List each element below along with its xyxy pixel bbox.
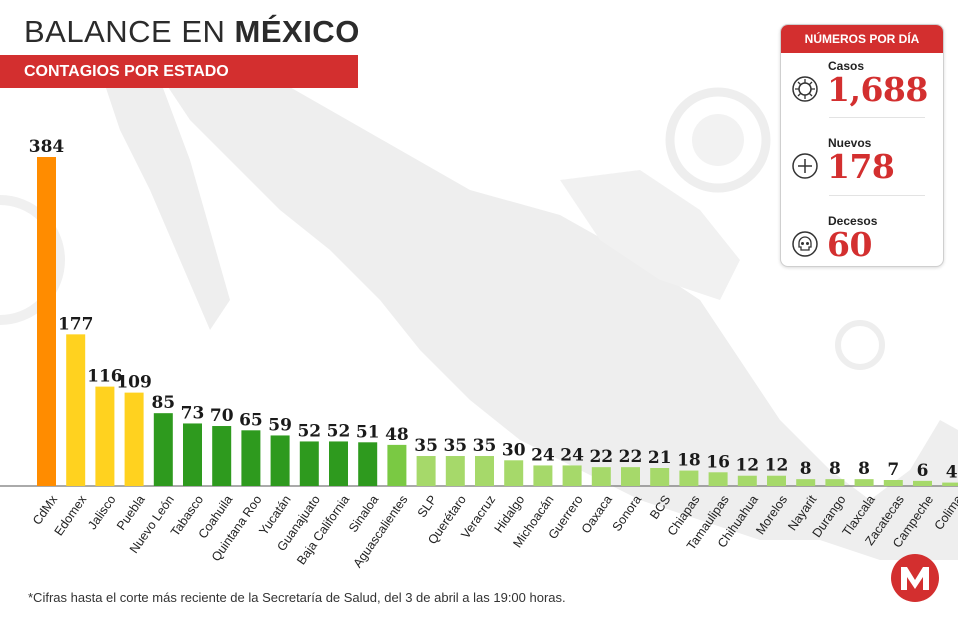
bar-cdmx <box>37 157 56 486</box>
bar-jalisco <box>95 386 115 486</box>
bar-michoacán <box>533 465 553 486</box>
data-label: 52 <box>297 421 321 441</box>
stat-label-decesos: Decesos <box>828 214 878 228</box>
bar-slp <box>416 456 436 486</box>
title-part-2: MÉXICO <box>234 14 360 49</box>
bar-baja-california <box>329 441 348 486</box>
data-label: 22 <box>589 447 613 467</box>
data-label: 35 <box>443 436 467 456</box>
bar-puebla <box>124 392 144 486</box>
data-label: 51 <box>356 422 380 442</box>
stats-panel: NÚMEROS POR DÍA Casos 1,688 Nuevos 178 <box>780 24 944 267</box>
data-label: 8 <box>858 459 870 479</box>
data-label: 8 <box>800 459 812 479</box>
stat-label-casos: Casos <box>828 59 865 73</box>
data-label: 52 <box>327 421 351 441</box>
footnote: *Cifras hasta el corte más reciente de l… <box>28 590 566 605</box>
bar-sinaloa <box>358 442 378 486</box>
data-label: 30 <box>502 440 526 460</box>
data-label: 35 <box>473 436 497 456</box>
data-label: 59 <box>268 415 292 435</box>
category-label: Oaxaca <box>579 493 615 536</box>
data-label: 12 <box>735 456 759 476</box>
bar-guerrero <box>562 465 582 486</box>
data-label: 16 <box>706 452 730 472</box>
stat-value-casos: 1,688 <box>827 70 928 109</box>
bar-coahuila <box>212 426 232 486</box>
bar-chihuahua <box>737 475 757 486</box>
title-part-1: BALANCE EN <box>24 14 235 49</box>
bar-nayarit <box>796 479 816 486</box>
subtitle-banner: CONTAGIOS POR ESTADO <box>0 55 358 88</box>
category-label: CdMx <box>30 492 61 527</box>
bar-veracruz <box>475 456 494 486</box>
bar-bcs <box>650 468 670 486</box>
data-label: 24 <box>560 445 584 465</box>
data-label: 85 <box>151 393 175 413</box>
stat-divider <box>829 117 925 118</box>
virus-icon <box>792 76 818 102</box>
data-label: 4 <box>946 463 958 483</box>
stat-decesos: Decesos 60 <box>781 208 943 266</box>
data-label: 7 <box>887 460 899 480</box>
stat-nuevos: Nuevos 178 <box>781 130 943 194</box>
data-label: 177 <box>58 314 94 334</box>
stat-value-decesos: 60 <box>827 225 872 264</box>
bar-yucatán <box>270 435 290 486</box>
bar-quintana-roo <box>241 430 261 486</box>
category-label: Sonora <box>610 493 645 534</box>
bar-chiapas <box>679 470 699 486</box>
bar-aguascalientes <box>387 444 407 486</box>
data-label: 48 <box>385 425 409 445</box>
bar-nuevo-león <box>153 413 173 486</box>
data-label: 21 <box>648 448 672 468</box>
stat-value-nuevos: 178 <box>827 147 895 186</box>
data-label: 8 <box>829 459 841 479</box>
bar-sonora <box>621 467 640 486</box>
plus-circle-icon <box>792 153 818 179</box>
data-label: 109 <box>116 373 152 393</box>
data-label: 384 <box>29 137 65 157</box>
stats-header: NÚMEROS POR DÍA <box>781 25 943 53</box>
category-label: Colima <box>932 493 958 533</box>
bar-zacatecas <box>883 480 903 486</box>
category-label: SLP <box>415 493 440 520</box>
data-label: 116 <box>87 367 123 387</box>
bar-edomex <box>66 334 86 486</box>
bar-morelos <box>767 475 786 486</box>
bar-tlaxcala <box>854 479 874 486</box>
bar-oaxaca <box>591 467 611 486</box>
data-label: 22 <box>619 447 643 467</box>
bar-colima <box>942 482 958 486</box>
data-label: 73 <box>181 403 205 423</box>
bar-hidalgo <box>504 460 524 486</box>
category-label: BCS <box>647 493 673 522</box>
data-label: 24 <box>531 445 555 465</box>
data-label: 6 <box>917 461 929 481</box>
bar-durango <box>825 479 845 486</box>
bar-tamaulipas <box>708 472 728 486</box>
stat-label-nuevos: Nuevos <box>828 136 872 150</box>
page-title: BALANCE EN MÉXICO <box>24 14 360 50</box>
data-label: 65 <box>239 410 263 430</box>
data-label: 12 <box>765 456 789 476</box>
skull-icon <box>792 231 818 257</box>
data-label: 18 <box>677 451 701 471</box>
data-label: 70 <box>210 406 234 426</box>
category-label: Jalisco <box>85 493 118 532</box>
bar-tabasco <box>183 423 202 486</box>
milenio-logo <box>891 554 939 602</box>
bar-querétaro <box>445 456 465 486</box>
stat-divider <box>829 195 925 196</box>
data-label: 35 <box>414 436 438 456</box>
bar-campeche <box>913 480 932 486</box>
bar-guanajuato <box>299 441 319 486</box>
stat-casos: Casos 1,688 <box>781 53 943 117</box>
